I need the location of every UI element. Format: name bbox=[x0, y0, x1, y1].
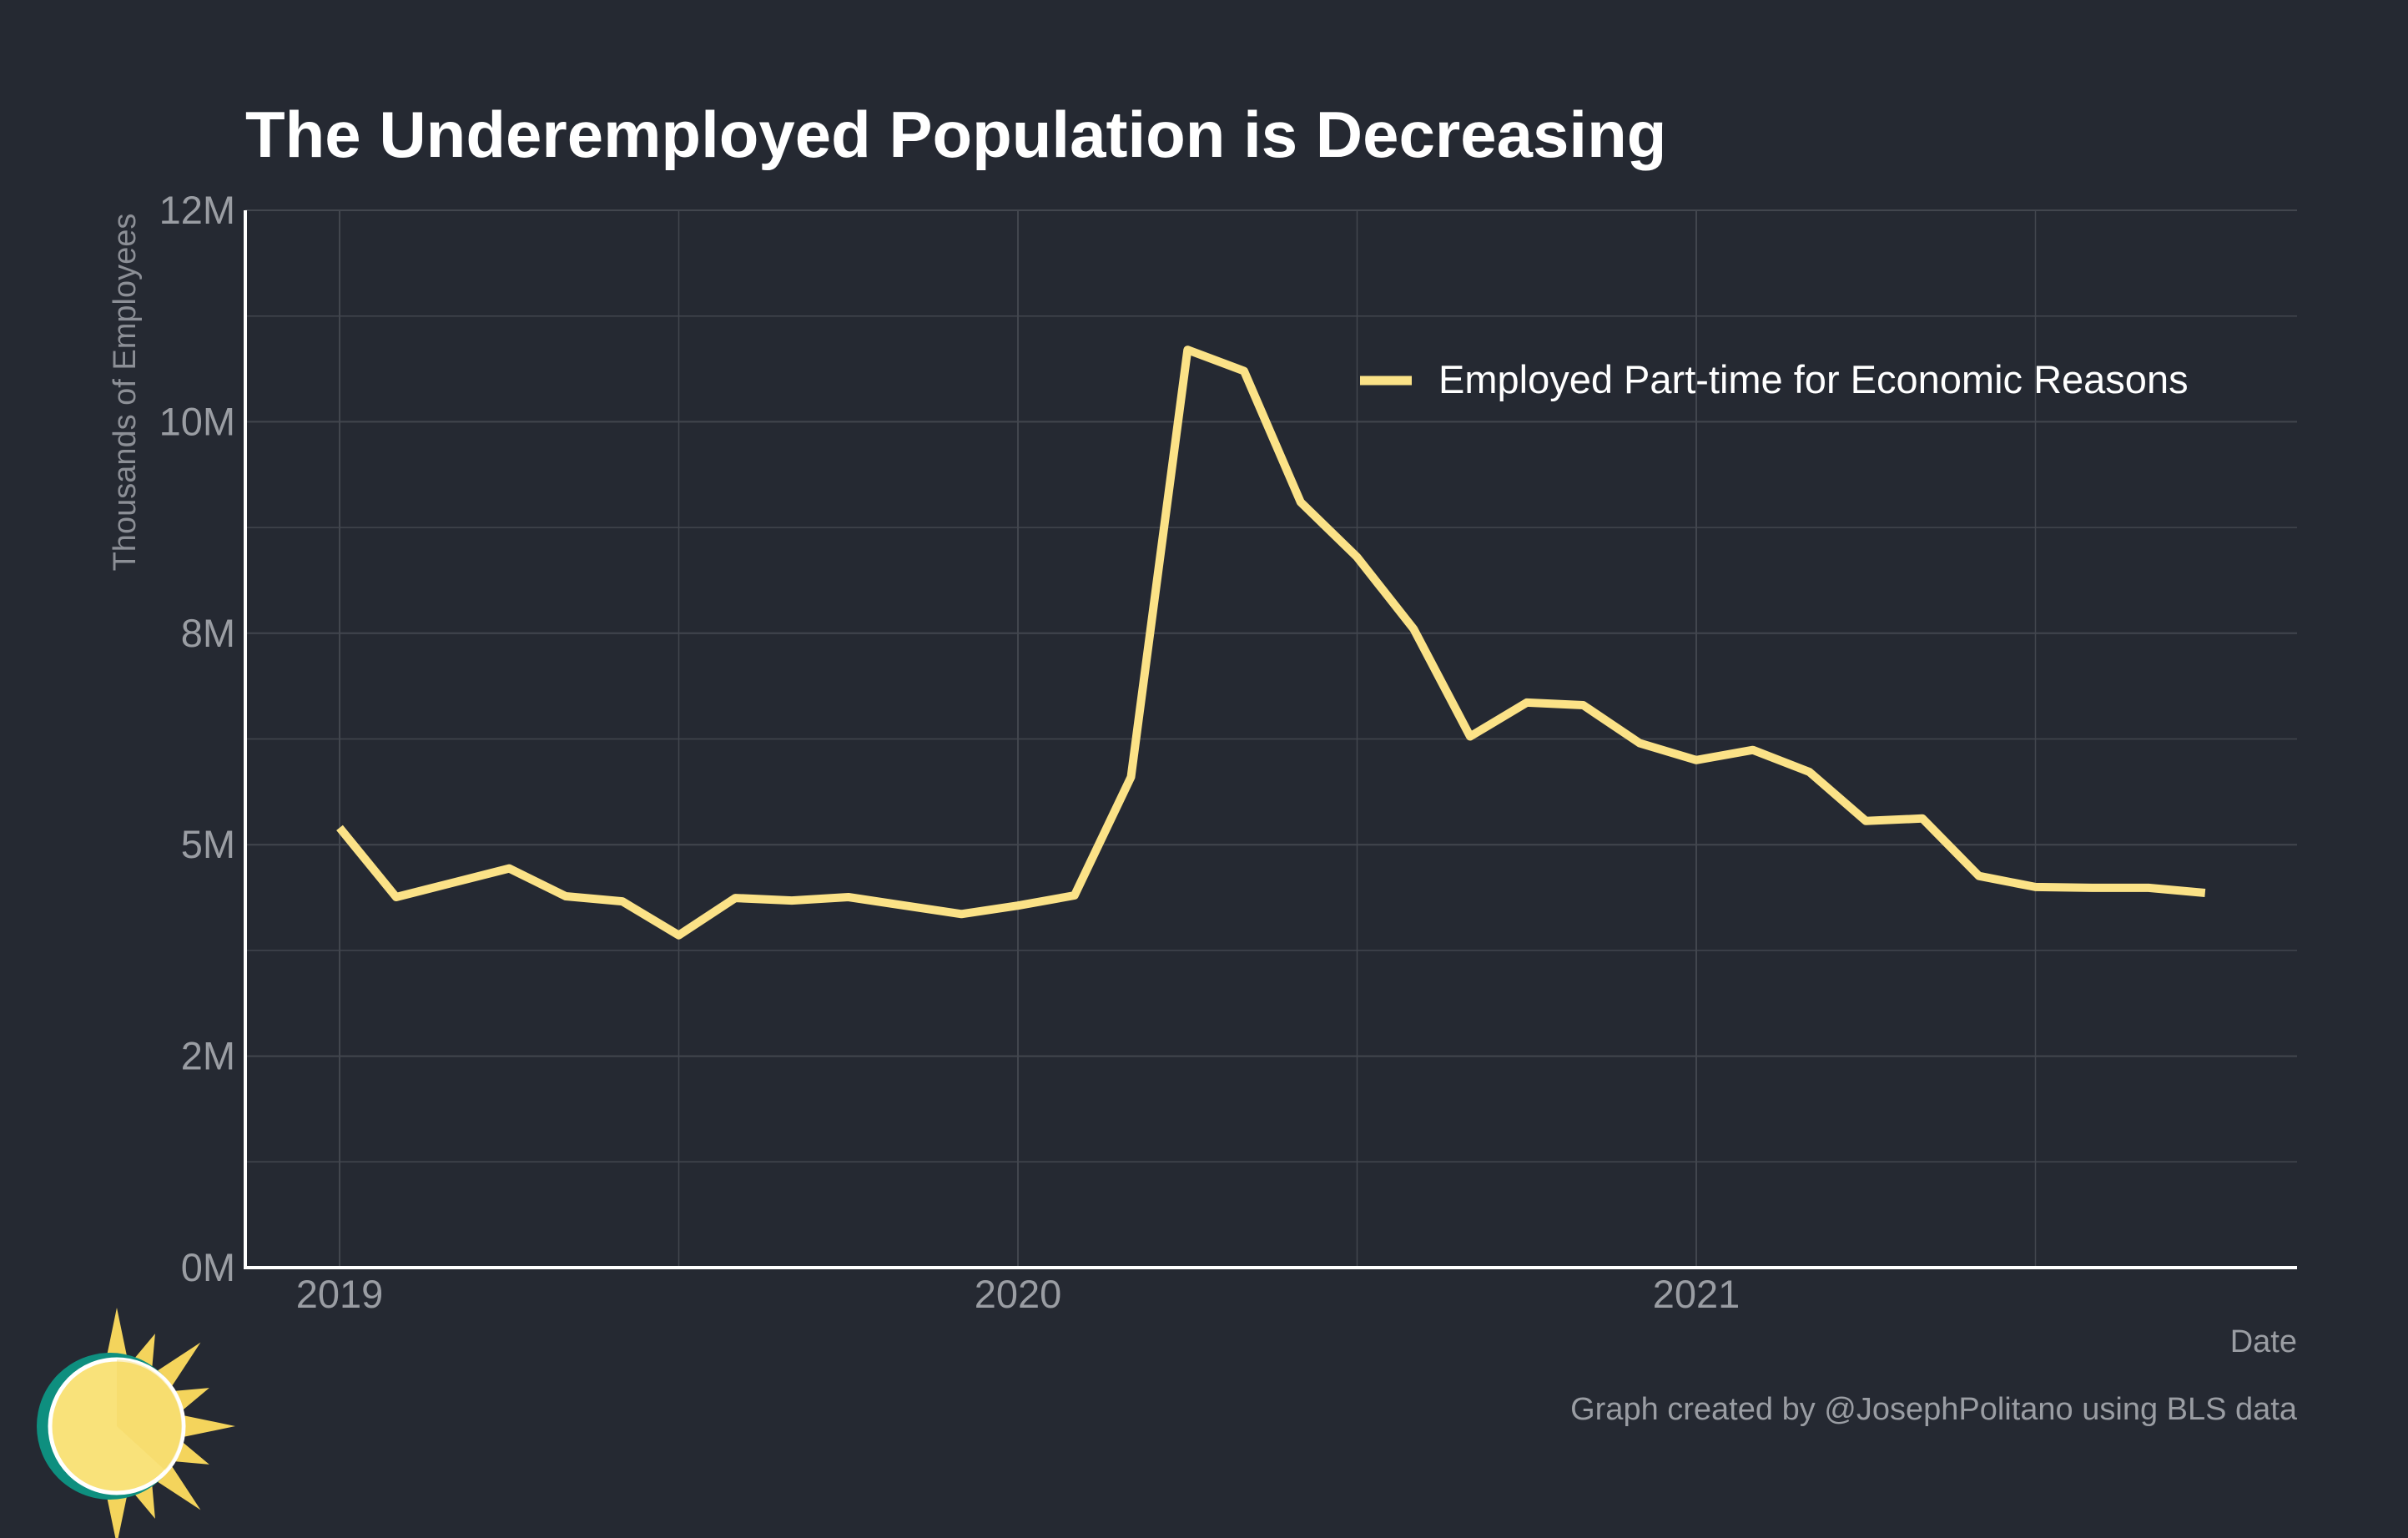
x-tick-labels: 2019 2020 2021 bbox=[296, 1272, 1741, 1316]
y-tick-label: 12M bbox=[159, 188, 235, 232]
series-line-part-time-economic-reasons bbox=[336, 345, 2206, 940]
sun-ray bbox=[180, 1414, 235, 1438]
x-tick-label: 2019 bbox=[296, 1272, 384, 1316]
logo-sun-disc bbox=[48, 1357, 186, 1495]
x-tick-label: 2021 bbox=[1653, 1272, 1741, 1316]
y-tick-label: 0M bbox=[181, 1245, 235, 1289]
sun-ray bbox=[154, 1463, 201, 1510]
logo-sun-shade bbox=[117, 1359, 183, 1470]
y-tick-label: 8M bbox=[181, 611, 235, 655]
y-axis-label: Thousands of Employees bbox=[108, 214, 143, 572]
source-caption: Graph created by @JosephPolitano using B… bbox=[1570, 1392, 2298, 1427]
series-layer bbox=[336, 345, 2206, 940]
y-tick-label: 10M bbox=[159, 399, 235, 443]
y-tick-labels: 0M 2M 5M 8M 10M 12M bbox=[159, 188, 235, 1289]
sun-ray bbox=[105, 1308, 128, 1363]
sun-rays-icon bbox=[105, 1308, 235, 1538]
minor-gridlines bbox=[245, 210, 2297, 1268]
chart-title: The Underemployed Population is Decreasi… bbox=[245, 98, 1666, 171]
y-tick-label: 2M bbox=[181, 1034, 235, 1078]
sun-ray bbox=[105, 1490, 128, 1538]
x-axis-label: Date bbox=[2230, 1324, 2297, 1359]
x-tick-label: 2020 bbox=[975, 1272, 1062, 1316]
y-tick-label: 5M bbox=[181, 822, 235, 866]
legend-label: Employed Part-time for Economic Reasons bbox=[1438, 357, 2189, 401]
sun-logo-icon bbox=[37, 1308, 235, 1538]
major-gridlines bbox=[245, 209, 2297, 1268]
sun-ray bbox=[154, 1342, 201, 1389]
legend: Employed Part-time for Economic Reasons bbox=[1360, 357, 2189, 401]
